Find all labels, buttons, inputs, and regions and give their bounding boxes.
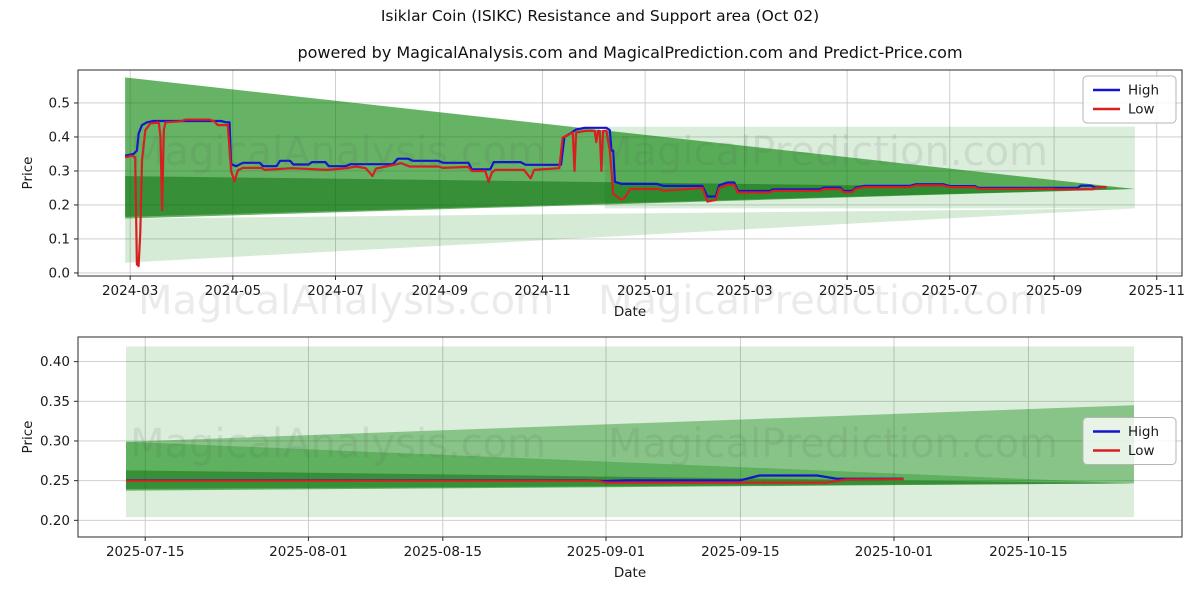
- x-tick-label: 2024-11: [514, 283, 570, 299]
- x-tick-label: 2025-01: [617, 283, 673, 299]
- price-history-chart: 2024-03 2024-05 2024-07 2024-09 2024-11 2025-…: [20, 69, 1185, 320]
- figure-title: Isiklar Coin (ISIKC) Resistance and Supp…: [380, 7, 820, 25]
- low-line: [124, 118, 1107, 268]
- legend-label: Low: [1128, 443, 1155, 459]
- legend: High Low: [1082, 417, 1177, 465]
- y-tick-label: 0.30: [40, 433, 70, 449]
- x-tick-label: 2025-09-15: [701, 544, 779, 560]
- x-tick-label: 2025-05: [819, 283, 875, 299]
- legend-box: [1082, 417, 1177, 465]
- axis-ticks: 2024-03 2024-05 2024-07 2024-09 2024-11 2025-…: [49, 95, 1185, 299]
- low-line: [126, 478, 904, 484]
- legend-label: Low: [1128, 102, 1155, 118]
- watermark-text: MagicalPrediction.com: [598, 129, 1048, 175]
- watermark-text: MagicalPrediction.com: [608, 421, 1058, 467]
- x-axis-label: Date: [614, 565, 646, 581]
- x-tick-label: 2025-07: [922, 283, 978, 299]
- watermark-text: MagicalAnalysis.com: [130, 129, 546, 175]
- outer-light-band: [126, 346, 1134, 518]
- watermark-text: MagicalAnalysis.com: [138, 278, 554, 324]
- x-tick-label: 2024-09: [412, 283, 468, 299]
- x-axis-label: Date: [614, 304, 646, 320]
- plot-border: [77, 336, 1183, 538]
- y-axis-label: Price: [20, 421, 36, 454]
- x-tick-label: 2025-10-01: [855, 544, 933, 560]
- y-tick-label: 0.0: [49, 265, 70, 281]
- legend-label: High: [1128, 83, 1159, 99]
- watermark-text: MagicalAnalysis.com: [130, 421, 546, 467]
- resistance-support-wedge: [125, 77, 1135, 219]
- price-recent-chart: 2025-07-15 2025-08-01 2025-08-15 2025-09-01…: [20, 336, 1183, 581]
- legend-label: High: [1128, 424, 1159, 440]
- watermarks: MagicalAnalysis.com MagicalPrediction.com…: [130, 129, 1058, 467]
- y-tick-label: 0.40: [40, 354, 70, 370]
- axis-ticks: 2025-07-15 2025-08-01 2025-08-15 2025-09-01…: [40, 354, 1068, 560]
- x-tick-label: 2025-07-15: [106, 544, 184, 560]
- y-axis-label: Price: [20, 157, 36, 190]
- support-band-lower: [125, 208, 1135, 263]
- x-tick-label: 2025-09-01: [567, 544, 645, 560]
- y-tick-label: 0.5: [49, 95, 70, 111]
- x-tick-label: 2025-08-15: [404, 544, 482, 560]
- watermark-text: MagicalPrediction.com: [598, 278, 1048, 324]
- x-tick-label: 2024-03: [102, 283, 158, 299]
- top-chart-subtitle: powered by MagicalAnalysis.com and Magic…: [297, 43, 963, 62]
- y-tick-label: 0.25: [40, 473, 70, 489]
- x-tick-label: 2024-05: [205, 283, 261, 299]
- expanding-band: [126, 405, 1134, 491]
- plot-border: [77, 69, 1183, 277]
- legend-box: [1082, 75, 1177, 124]
- x-tick-label: 2025-11: [1129, 283, 1185, 299]
- y-tick-label: 0.3: [49, 163, 70, 179]
- x-tick-label: 2025-03: [716, 283, 772, 299]
- x-tick-label: 2024-07: [307, 283, 363, 299]
- y-tick-label: 0.20: [40, 513, 70, 529]
- y-tick-label: 0.35: [40, 394, 70, 410]
- y-tick-label: 0.1: [49, 231, 70, 247]
- x-tick-label: 2025-08-01: [269, 544, 347, 560]
- y-tick-label: 0.2: [49, 197, 70, 213]
- legend: High Low: [1082, 75, 1177, 124]
- x-tick-label: 2025-09: [1026, 283, 1082, 299]
- y-tick-label: 0.4: [49, 129, 70, 145]
- x-tick-label: 2025-10-15: [989, 544, 1067, 560]
